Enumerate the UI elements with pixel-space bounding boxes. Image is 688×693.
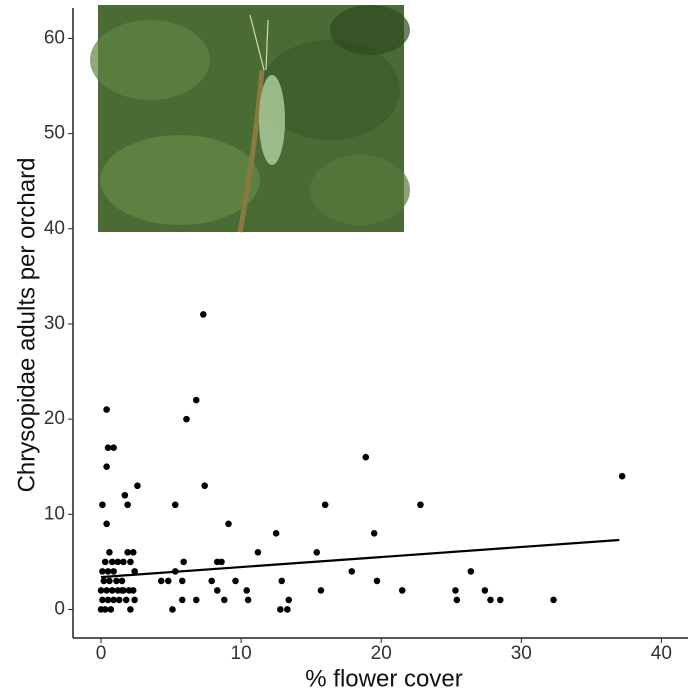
point <box>201 482 208 490</box>
point <box>244 596 252 604</box>
point <box>104 596 112 604</box>
point <box>225 520 232 528</box>
point <box>348 568 356 575</box>
point <box>417 501 424 509</box>
point <box>192 396 200 404</box>
point <box>277 606 284 613</box>
y-tick-label: 40 <box>44 218 65 239</box>
point <box>183 415 190 423</box>
point <box>321 501 329 509</box>
point <box>134 482 141 490</box>
point <box>452 587 459 594</box>
point <box>171 501 179 509</box>
x-tick-label: 30 <box>511 643 532 664</box>
point <box>199 311 207 318</box>
point <box>370 530 378 537</box>
point <box>487 596 494 604</box>
point <box>550 596 557 604</box>
y-tick-label: 50 <box>44 123 65 144</box>
point <box>178 596 186 604</box>
trend-line <box>100 538 620 579</box>
point <box>110 568 117 575</box>
point <box>398 587 406 594</box>
point <box>285 596 293 604</box>
point <box>99 596 106 604</box>
point <box>120 558 127 566</box>
point <box>232 577 239 585</box>
point <box>103 406 110 413</box>
x-tick-label: 0 <box>96 643 107 664</box>
point <box>103 463 110 471</box>
point <box>180 558 187 566</box>
point <box>131 596 138 604</box>
point <box>118 587 126 594</box>
point <box>114 558 122 566</box>
point <box>254 549 262 556</box>
point <box>106 549 113 556</box>
y-tick-label: 10 <box>44 503 65 524</box>
x-tick-label: 20 <box>371 643 392 664</box>
point <box>164 577 172 585</box>
point <box>284 606 291 613</box>
point <box>99 501 106 509</box>
point <box>108 587 116 594</box>
point <box>157 577 165 585</box>
point <box>103 520 110 528</box>
point <box>100 577 108 585</box>
point <box>110 444 117 451</box>
point <box>131 568 138 575</box>
point <box>122 596 130 604</box>
point <box>97 587 105 594</box>
point <box>192 596 200 604</box>
point <box>129 549 137 556</box>
point <box>220 596 228 604</box>
point <box>124 549 131 556</box>
point <box>243 587 251 594</box>
point <box>467 568 475 575</box>
point <box>618 472 626 480</box>
point <box>453 596 461 604</box>
x-axis-title: % flower cover <box>305 665 462 692</box>
y-tick-label: 20 <box>44 408 65 429</box>
point <box>178 577 186 585</box>
point <box>373 577 381 585</box>
x-tick-label: 10 <box>231 643 252 664</box>
point <box>218 558 225 566</box>
point <box>125 587 133 594</box>
point <box>208 577 215 585</box>
point <box>127 606 134 613</box>
y-tick-label: 60 <box>44 27 65 48</box>
point <box>213 587 221 594</box>
point <box>124 501 131 509</box>
point <box>496 596 504 604</box>
point <box>101 606 109 613</box>
point <box>272 530 280 537</box>
point <box>104 568 112 575</box>
x-tick-label: 40 <box>651 643 672 664</box>
y-tick-label: 0 <box>54 598 65 619</box>
point <box>99 568 106 575</box>
point <box>317 587 325 594</box>
point <box>113 577 120 585</box>
point <box>169 606 176 613</box>
point <box>362 453 370 461</box>
point <box>101 558 109 566</box>
point <box>118 577 126 585</box>
point <box>104 444 112 451</box>
point <box>127 558 134 566</box>
point <box>106 577 113 585</box>
point <box>115 596 123 604</box>
y-tick-label: 30 <box>44 313 65 334</box>
point <box>278 577 286 585</box>
point <box>103 587 110 594</box>
point <box>108 558 116 566</box>
point <box>313 549 321 556</box>
point <box>110 596 117 604</box>
point <box>107 606 115 613</box>
point <box>121 491 129 499</box>
point <box>481 587 489 594</box>
y-axis-title: Chrysopidae adults per orchard <box>13 158 40 493</box>
photo <box>90 5 410 233</box>
